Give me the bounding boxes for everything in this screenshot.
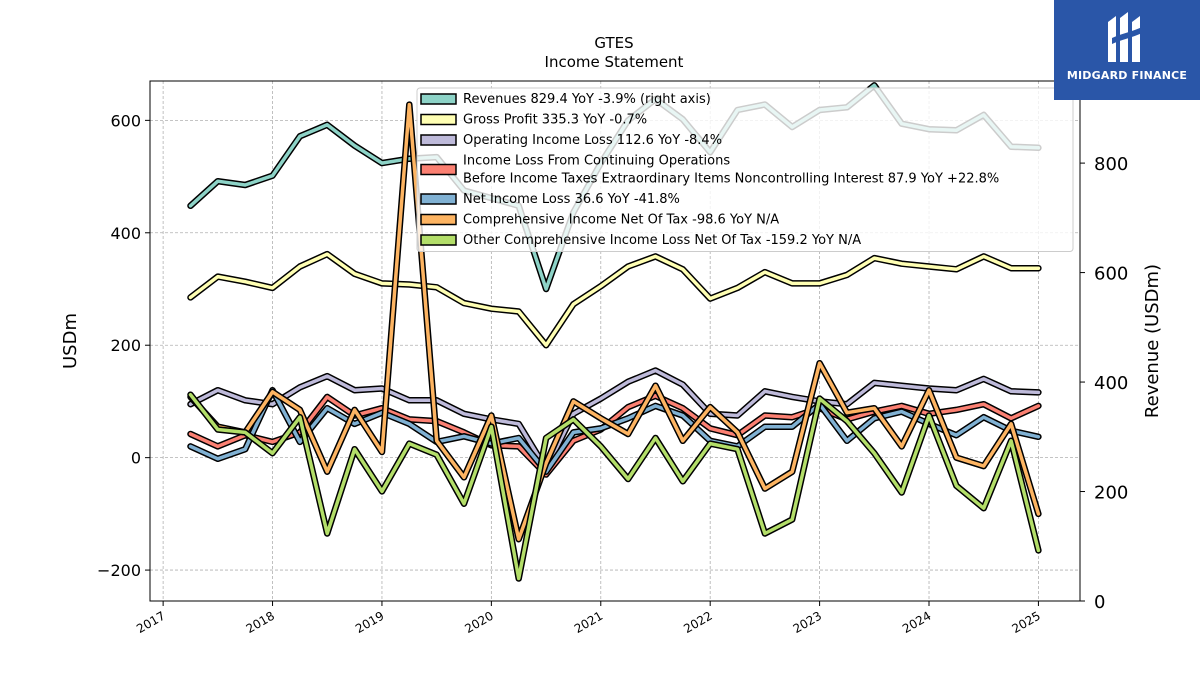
chart-title: GTES [594, 34, 633, 52]
plot-frame [149, 80, 1081, 602]
x-tick-label: 2019 [353, 609, 386, 636]
legend-box [416, 87, 1074, 252]
x-tick-label: 2023 [791, 609, 824, 636]
legend-swatch-6 [420, 234, 457, 246]
x-tick-label: 2022 [681, 609, 714, 636]
legend-label-5: Comprehensive Income Net Of Tax -98.6 Yo… [463, 213, 779, 228]
legend-swatch-4 [420, 193, 457, 205]
y-axis-label: USDm [60, 313, 81, 369]
series-line-5 [188, 102, 1041, 541]
y2-tick-label: 200 [1094, 483, 1128, 504]
chart-subtitle: Income Statement [545, 53, 684, 71]
brand-name: MIDGARD FINANCE [1066, 69, 1188, 82]
legend-label-3: Income Loss From Continuing Operations Be… [463, 154, 999, 187]
y-tick-label: 200 [110, 336, 141, 355]
legend-label-2: Operating Income Loss 112.6 YoY -8.4% [463, 133, 722, 148]
legend-label-6: Other Comprehensive Income Loss Net Of T… [463, 233, 861, 248]
series-outline-1 [187, 250, 1042, 349]
x-tick-label: 2024 [900, 609, 933, 636]
brand-logo: MIDGARD FINANCE [1054, 0, 1200, 100]
legend: Revenues 829.4 YoY -3.9% (right axis) Gro… [416, 87, 1074, 252]
y2-tick-label: 800 [1094, 154, 1128, 175]
axes: 2017 2018 2019 2020 2021 2022 2023 2024 2025 −200… [97, 80, 1128, 636]
legend-swatch-1 [420, 113, 457, 126]
legend-swatch-3 [420, 163, 457, 176]
x-tick-label: 2021 [572, 609, 605, 636]
x-tick-label: 2025 [1009, 609, 1042, 636]
y-tick-label: 600 [110, 111, 141, 130]
legend-label-4: Net Income Loss 36.6 YoY -41.8% [463, 192, 680, 207]
legend-label-0: Revenues 829.4 YoY -3.9% (right axis) [463, 92, 711, 107]
x-tick-label: 2020 [462, 609, 495, 636]
y-tick-label: 400 [110, 224, 141, 243]
legend-label-1: Gross Profit 335.3 YoY -0.7% [463, 113, 647, 128]
legend-swatch-2 [420, 134, 457, 146]
midgard-logo-icon [1108, 12, 1144, 62]
y2-tick-label: 400 [1094, 373, 1128, 394]
y2-axis-label: Revenue (USDm) [1142, 264, 1163, 418]
x-tick-label: 2017 [134, 609, 167, 636]
series-line-1 [188, 252, 1041, 347]
legend-swatch-5 [420, 213, 457, 226]
series-line-6 [188, 392, 1041, 581]
y-tick-label: −200 [97, 561, 141, 580]
y-tick-label: 0 [131, 449, 141, 468]
y2-tick-label: 0 [1094, 592, 1105, 613]
series-line-2 [188, 368, 1041, 471]
series-line-3 [188, 394, 1041, 477]
y2-tick-label: 600 [1094, 264, 1128, 285]
legend-swatch-0 [420, 93, 457, 105]
x-tick-label: 2018 [244, 609, 277, 636]
